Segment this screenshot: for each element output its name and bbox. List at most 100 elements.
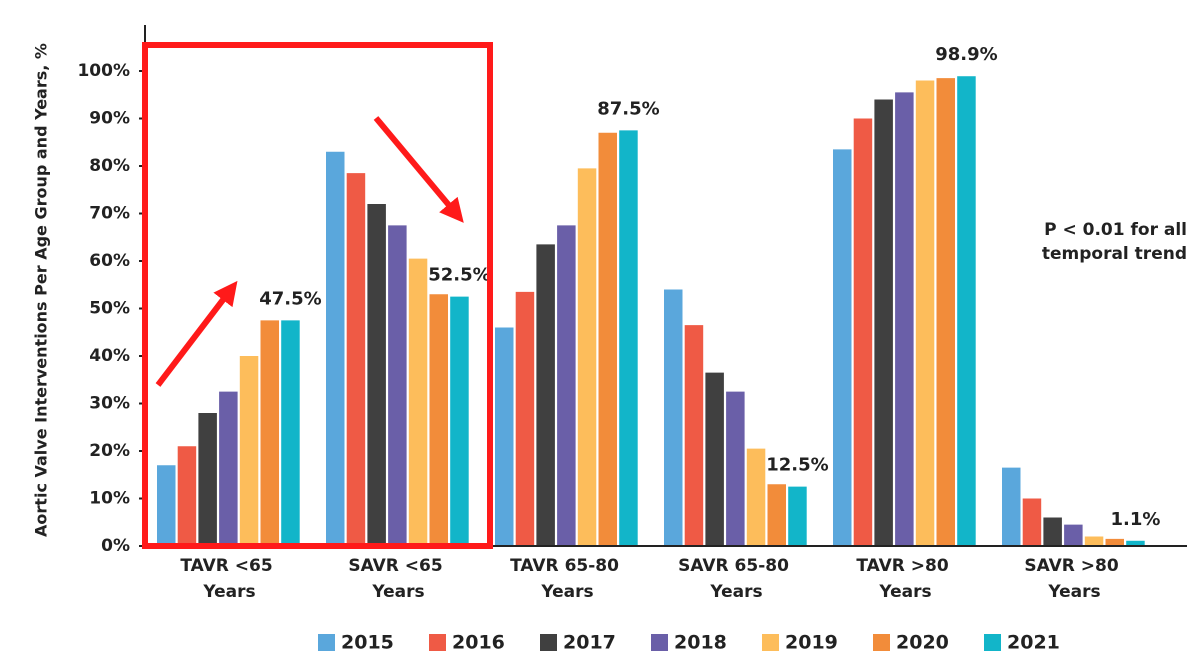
bar: [684, 325, 704, 546]
data-label: 12.5%: [766, 455, 828, 476]
bar: [767, 484, 786, 546]
x-tick-label-line: Years: [1047, 582, 1100, 602]
x-tick-label-line: Years: [371, 582, 424, 602]
plot: 0% 10% 20% 30% 40% 50% 60% 70% 80% 90% 100% TAVR <6…: [77, 44, 1187, 653]
legend-label: 2015: [341, 632, 394, 654]
x-tick-label-line: SAVR <65: [348, 556, 448, 576]
bar: [198, 413, 217, 546]
annotation-line: P < 0.01 for all: [1044, 220, 1187, 240]
bar: [957, 76, 976, 546]
x-tick-label-line: Years: [540, 582, 593, 602]
y-tick-label: 100%: [77, 61, 130, 81]
y-tick-label: 0%: [101, 536, 130, 556]
x-tick-label: TAVR >80 Years: [856, 556, 954, 602]
bar: [1064, 524, 1083, 546]
arrow-up: [155, 280, 238, 387]
bar: [450, 296, 469, 546]
legend-label: 2021: [1007, 632, 1060, 654]
y-tick-label: 20%: [89, 441, 130, 461]
x-tick-label: SAVR 65-80 Years: [678, 556, 795, 602]
y-tick-label: 40%: [89, 346, 130, 366]
bar: [346, 173, 366, 546]
annotation: P < 0.01 for all temporal trend: [1042, 220, 1187, 264]
legend-label: 2016: [452, 632, 505, 654]
bar: [895, 92, 914, 546]
y-tick-label: 80%: [89, 156, 130, 176]
x-tick-label: TAVR <65 Years: [180, 556, 278, 602]
legend-swatch: [429, 634, 446, 651]
bar: [874, 99, 893, 546]
x-tick-label-line: Years: [709, 582, 762, 602]
data-label: 52.5%: [428, 265, 490, 286]
bar: [495, 327, 514, 546]
data-label: 87.5%: [597, 98, 659, 119]
x-tick-label-line: Years: [878, 582, 931, 602]
bar: [388, 225, 407, 546]
y-tick-label: 60%: [89, 251, 130, 271]
data-label: 47.5%: [259, 288, 321, 309]
bar: [515, 291, 535, 546]
bar: [833, 149, 852, 546]
legend-swatch: [651, 634, 668, 651]
bar: [1002, 467, 1021, 546]
y-tick-label: 70%: [89, 204, 130, 224]
bar: [536, 244, 555, 546]
bar: [664, 289, 683, 546]
legend-label: 2017: [563, 632, 616, 654]
bar: [598, 132, 617, 546]
bar: [915, 80, 935, 546]
bar: [1022, 498, 1042, 546]
bar: [281, 320, 300, 546]
bar: [936, 78, 955, 546]
x-tick-label-line: SAVR >80: [1024, 556, 1124, 576]
arrow-down: [373, 116, 464, 223]
bar: [788, 486, 807, 546]
annotation-line: temporal trend: [1042, 244, 1187, 264]
y-tick-label: 10%: [89, 489, 130, 509]
x-tick-label: SAVR <65 Years: [348, 556, 448, 602]
x-tick-label: SAVR >80 Years: [1024, 556, 1124, 602]
bar: [853, 118, 873, 546]
bar: [705, 372, 724, 546]
bar: [367, 204, 386, 546]
bar: [429, 294, 448, 546]
highlight-box: [142, 42, 493, 549]
x-tick-label-line: TAVR 65-80: [510, 556, 625, 576]
legend-label: 2019: [785, 632, 838, 654]
bar: [577, 168, 597, 546]
bar: [1126, 540, 1145, 546]
legend-label: 2018: [674, 632, 727, 654]
bar: [557, 225, 576, 546]
bar: [326, 151, 345, 546]
data-label: 1.1%: [1110, 509, 1160, 530]
x-tick-label-line: TAVR >80: [856, 556, 954, 576]
bar: [239, 356, 259, 546]
bar: [1084, 536, 1104, 546]
y-tick-label: 50%: [89, 299, 130, 319]
legend-swatch: [873, 634, 890, 651]
y-tick-label: 90%: [89, 109, 130, 129]
legend-swatch: [762, 634, 779, 651]
x-tick-label-line: TAVR <65: [180, 556, 278, 576]
x-tick-label-line: Years: [202, 582, 255, 602]
bar: [619, 130, 638, 546]
y-tick-label: 30%: [89, 394, 130, 414]
bar: [260, 320, 279, 546]
y-axis-title: Aortic Valve Interventions Per Age Group…: [32, 43, 51, 537]
bar: [157, 465, 176, 546]
bar: [408, 258, 428, 546]
legend-swatch: [318, 634, 335, 651]
bar: [726, 391, 745, 546]
bar: [1043, 517, 1062, 546]
x-tick-label-line: SAVR 65-80: [678, 556, 795, 576]
bar: [219, 391, 238, 546]
bar: [746, 448, 766, 546]
x-tick-label: TAVR 65-80 Years: [510, 556, 625, 602]
legend-label: 2020: [896, 632, 949, 654]
legend-swatch: [540, 634, 557, 651]
bar: [177, 446, 197, 546]
legend-swatch: [984, 634, 1001, 651]
bar: [1105, 538, 1124, 546]
